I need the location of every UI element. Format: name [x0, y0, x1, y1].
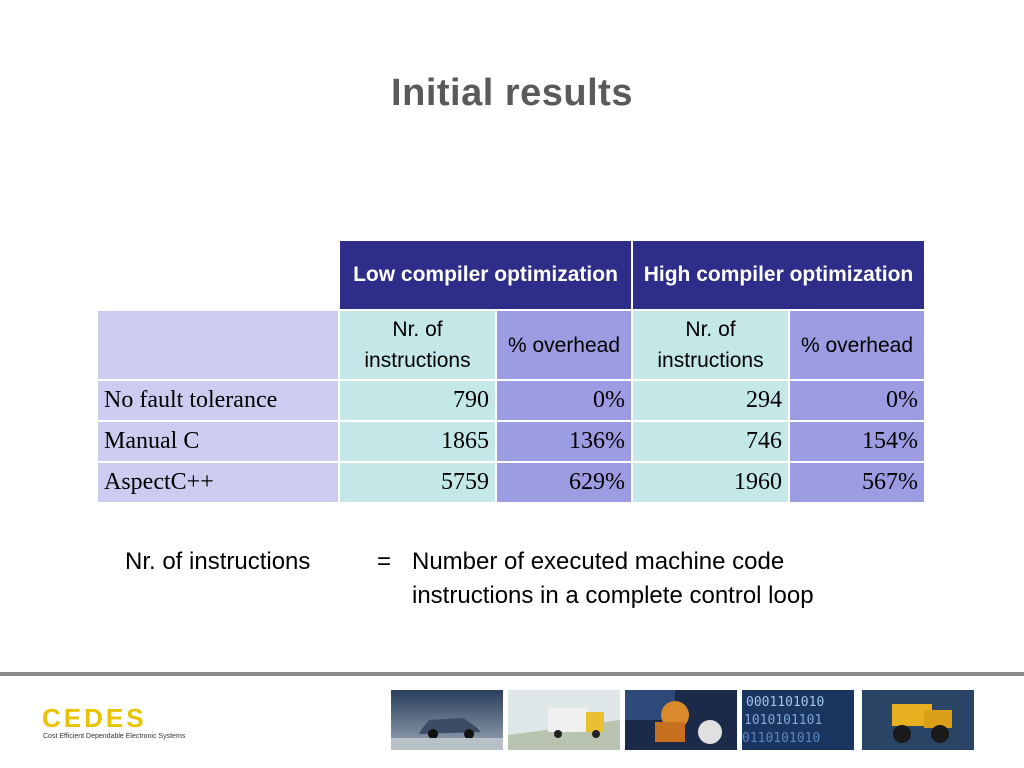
svg-text:0001101010: 0001101010 — [746, 695, 824, 710]
svg-text:1010101101: 1010101101 — [744, 713, 822, 728]
row-label: AspectC++ — [98, 463, 338, 502]
subheader-instructions-high: Nr. of instructions — [633, 311, 788, 379]
robot-photo — [625, 690, 737, 750]
header-empty-cell — [98, 241, 338, 309]
legend-definition: Number of executed machine code instruct… — [412, 545, 814, 613]
subheader-row: Nr. of instructions % overhead Nr. of in… — [98, 311, 924, 379]
subheader-overhead-low: % overhead — [497, 311, 631, 379]
table-cell: 136% — [497, 422, 631, 461]
legend-term: Nr. of instructions — [125, 548, 311, 575]
legend-equals: = — [377, 548, 392, 575]
table-cell: 154% — [790, 422, 924, 461]
table-cell: 0% — [497, 381, 631, 420]
row-label: No fault tolerance — [98, 381, 338, 420]
table-row: Manual C 1865 136% 746 154% — [98, 422, 924, 461]
cedes-logo: CEDES — [42, 703, 147, 733]
table-cell: 294 — [633, 381, 788, 420]
table-cell: 567% — [790, 463, 924, 502]
legend-definition-line2: instructions in a complete control loop — [412, 582, 814, 609]
binary-code-photo: 0001101010 1010101101 0110101010 — [742, 690, 854, 750]
table-row: AspectC++ 5759 629% 1960 567% — [98, 463, 924, 502]
truck-photo — [508, 690, 620, 750]
table-row: No fault tolerance 790 0% 294 0% — [98, 381, 924, 420]
slide-title: Initial results — [391, 72, 633, 114]
car-photo — [391, 690, 503, 750]
header-high-optimization: High compiler optimization — [633, 241, 924, 309]
table-cell: 1960 — [633, 463, 788, 502]
table-cell: 790 — [340, 381, 495, 420]
header-row: Low compiler optimization High compiler … — [98, 241, 924, 309]
table-cell: 5759 — [340, 463, 495, 502]
header-low-optimization: Low compiler optimization — [340, 241, 631, 309]
legend-definition-line1: Number of executed machine code — [412, 548, 785, 575]
results-table: Low compiler optimization High compiler … — [96, 239, 926, 504]
svg-text:0110101010: 0110101010 — [742, 731, 820, 746]
subheader-overhead-high: % overhead — [790, 311, 924, 379]
table-cell: 746 — [633, 422, 788, 461]
cedes-logo-subtitle: Cost Efficient Dependable Electronic Sys… — [43, 733, 186, 740]
table-cell: 629% — [497, 463, 631, 502]
row-label: Manual C — [98, 422, 338, 461]
subheader-instructions-low: Nr. of instructions — [340, 311, 495, 379]
table-cell: 0% — [790, 381, 924, 420]
table-cell: 1865 — [340, 422, 495, 461]
subheader-empty-cell — [98, 311, 338, 379]
construction-vehicle-photo — [862, 690, 974, 750]
footer-divider — [0, 672, 1024, 676]
